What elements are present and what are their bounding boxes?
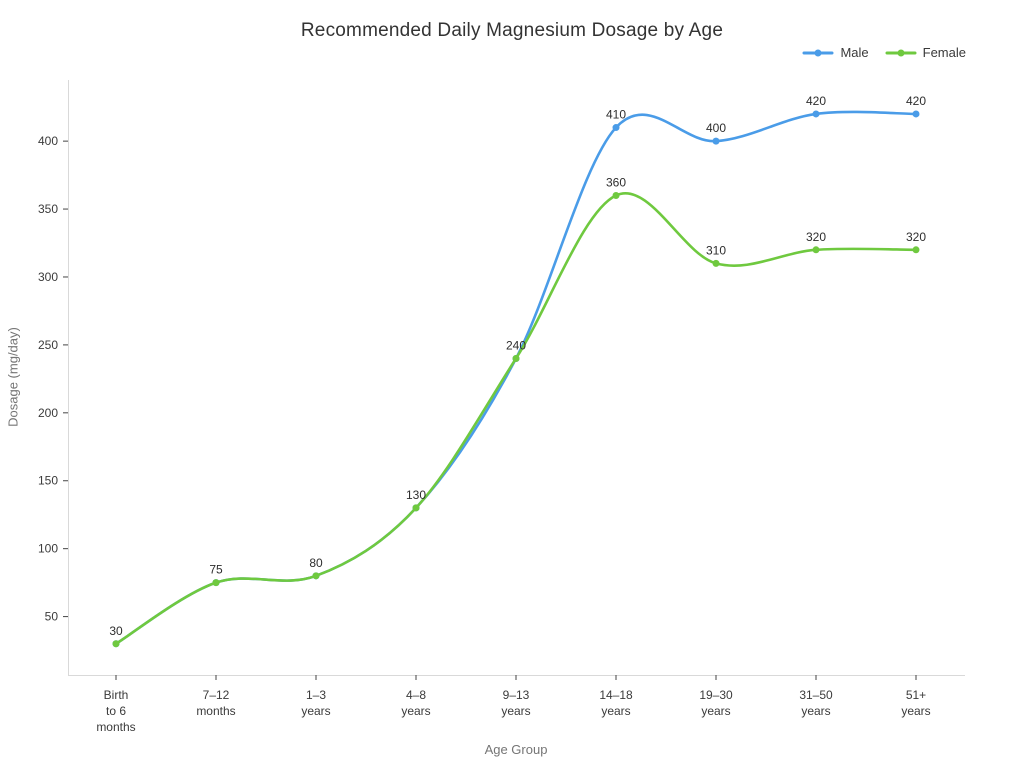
x-tick-label: 4–8 years [401,688,430,718]
male-swatch-icon [802,49,834,56]
point-female-4[interactable] [512,354,520,362]
data-label: 240 [506,338,526,352]
y-tick-label: 400 [38,134,58,148]
point-female-3[interactable] [412,504,420,512]
point-female-1[interactable] [212,579,220,587]
legend-label-male: Male [840,45,869,60]
point-female-8[interactable] [912,246,920,254]
data-label: 320 [906,230,926,244]
point-female-0[interactable] [112,640,120,648]
y-tick-label: 150 [38,474,58,488]
x-tick-label: 7–12 months [196,688,235,718]
x-tick-label: 14–18 years [599,688,633,718]
x-tick-label: 51+ years [901,688,930,718]
x-tick-label: Birth to 6 months [96,688,135,734]
point-male-7[interactable] [812,110,820,118]
point-female-7[interactable] [812,246,820,254]
point-male-6[interactable] [712,137,720,145]
y-axis-ticks: 50 100 150 200 250 300 350 400 [38,134,68,624]
data-label: 30 [109,624,123,638]
y-tick-label: 350 [38,202,58,216]
y-tick-label: 250 [38,338,58,352]
point-male-5[interactable] [612,124,620,132]
data-label: 410 [606,108,626,122]
data-label: 75 [209,563,223,577]
y-tick-label: 200 [38,406,58,420]
legend-item-male[interactable]: Male [802,45,869,60]
y-tick-label: 100 [38,542,58,556]
male-line[interactable] [114,110,918,646]
y-axis-title: Dosage (mg/day) [5,327,21,427]
x-axis-ticks: Birth to 6 months 7–12 months 1–3 years 4–8 year… [96,675,931,734]
data-label: 400 [706,121,726,135]
point-female-5[interactable] [612,191,620,199]
x-tick-label: 9–13 years [501,688,530,718]
y-tick-label: 300 [38,270,58,284]
legend-item-female[interactable]: Female [885,45,966,60]
x-axis-title: Age Group [484,742,548,757]
point-female-6[interactable] [712,259,720,267]
point-male-8[interactable] [912,110,920,118]
data-label: 320 [806,230,826,244]
axes [68,80,965,676]
legend: Male Female [802,45,966,60]
legend-label-female: Female [922,45,966,60]
female-swatch-icon [885,49,917,56]
data-label: 310 [706,243,726,257]
data-label: 80 [309,556,323,570]
series-female [112,191,920,648]
chart-title: Recommended Daily Magnesium Dosage by Ag… [300,20,724,41]
point-female-2[interactable] [312,572,320,580]
data-label: 420 [806,94,826,108]
data-label: 420 [906,94,926,108]
x-tick-label: 19–30 years [699,688,733,718]
y-tick-label: 50 [45,610,59,624]
data-labels: 30 75 80 130 240 410 400 420 420 360 310 320 320 [109,94,926,638]
data-label: 130 [406,488,426,502]
x-tick-label: 1–3 years [301,688,330,718]
series-male [112,110,920,648]
x-tick-label: 31–50 years [799,688,833,718]
female-line[interactable] [114,192,918,646]
data-label: 360 [606,175,626,189]
